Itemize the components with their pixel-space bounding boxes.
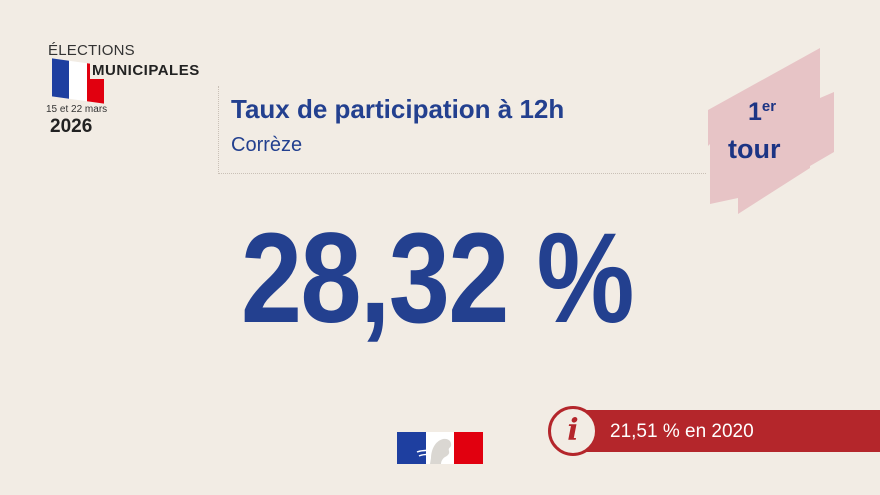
logo-dates: 15 et 22 mars: [46, 104, 108, 115]
participation-value-container: 28,32 %: [0, 205, 880, 352]
logo-municipales-label: MUNICIPALES: [90, 62, 202, 79]
previous-rate-text: 21,51 % en 2020: [610, 421, 754, 442]
info-icon: i: [548, 406, 598, 456]
tour-badge: 1er tour: [700, 48, 840, 218]
info-banner: 21,51 % en 2020 i: [548, 406, 880, 458]
tour-label: tour: [728, 134, 781, 164]
logo-year: 2026: [50, 116, 93, 137]
marianne-logo-icon: [397, 432, 483, 464]
tour-number: 1er: [748, 98, 777, 126]
elections-logo: ÉLECTIONS MUNICIPALES 15 et 22 mars 2026: [44, 42, 214, 142]
title-block: Taux de participation à 12h Corrèze: [218, 86, 706, 174]
department-name: Corrèze: [231, 134, 303, 156]
page-title: Taux de participation à 12h: [231, 94, 565, 124]
logo-elections-label: ÉLECTIONS: [48, 42, 135, 59]
participation-rate: 28,32 %: [241, 207, 635, 350]
info-bar: 21,51 % en 2020: [574, 410, 880, 452]
tour-badge-shape: [708, 48, 834, 214]
